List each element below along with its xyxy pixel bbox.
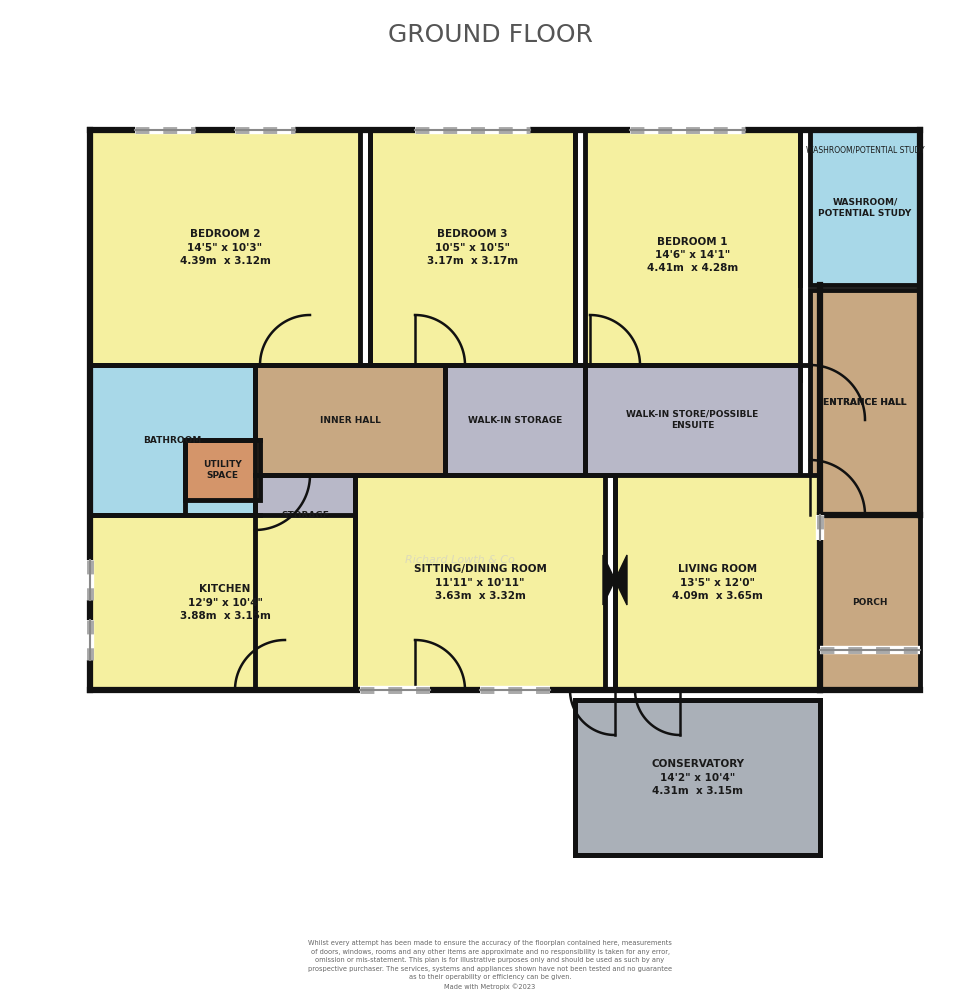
- Text: GROUND FLOOR: GROUND FLOOR: [387, 23, 593, 47]
- Bar: [255, 365, 445, 475]
- Text: BEDROOM 3
10'5" x 10'5"
3.17m  x 3.17m: BEDROOM 3 10'5" x 10'5" 3.17m x 3.17m: [427, 229, 518, 266]
- Text: WASHROOM/
POTENTIAL STUDY: WASHROOM/ POTENTIAL STUDY: [818, 197, 911, 217]
- Bar: [585, 365, 800, 475]
- Text: WALK-IN STORE/POSSIBLE
ENSUITE: WALK-IN STORE/POSSIBLE ENSUITE: [626, 410, 759, 430]
- Bar: [90, 365, 255, 515]
- Text: ENTRANCE HALL: ENTRANCE HALL: [823, 397, 906, 406]
- Text: Richard Lowth & Co: Richard Lowth & Co: [405, 555, 514, 565]
- Text: KITCHEN
12'9" x 10'4"
3.88m  x 3.15m: KITCHEN 12'9" x 10'4" 3.88m x 3.15m: [179, 585, 270, 621]
- Text: STORAGE: STORAGE: [281, 511, 329, 520]
- Bar: [90, 130, 360, 365]
- Text: CONSERVATORY
14'2" x 10'4"
4.31m  x 3.15m: CONSERVATORY 14'2" x 10'4" 4.31m x 3.15m: [651, 759, 744, 796]
- Text: ENTRANCE HALL: ENTRANCE HALL: [823, 398, 906, 407]
- Text: Whilst every attempt has been made to ensure the accuracy of the floorplan conta: Whilst every attempt has been made to en…: [308, 940, 672, 989]
- Polygon shape: [603, 555, 627, 605]
- Text: WALK-IN STORAGE: WALK-IN STORAGE: [467, 415, 563, 424]
- Bar: [370, 130, 575, 365]
- Bar: [185, 440, 260, 500]
- Text: SITTING/DINING ROOM
11'11" x 10'11"
3.63m  x 3.32m: SITTING/DINING ROOM 11'11" x 10'11" 3.63…: [414, 565, 547, 601]
- Text: BEDROOM 1
14'6" x 14'1"
4.41m  x 4.28m: BEDROOM 1 14'6" x 14'1" 4.41m x 4.28m: [647, 237, 738, 273]
- Text: INNER HALL: INNER HALL: [319, 415, 380, 424]
- Text: BATHROOM: BATHROOM: [143, 435, 202, 444]
- Bar: [255, 475, 355, 555]
- Bar: [820, 515, 920, 690]
- Bar: [445, 365, 585, 475]
- Bar: [585, 130, 800, 380]
- Bar: [615, 475, 820, 690]
- Text: UTILITY
SPACE: UTILITY SPACE: [203, 460, 242, 480]
- Text: LIVING ROOM
13'5" x 12'0"
4.09m  x 3.65m: LIVING ROOM 13'5" x 12'0" 4.09m x 3.65m: [672, 565, 763, 601]
- Bar: [355, 475, 605, 690]
- Bar: [810, 290, 920, 515]
- Bar: [810, 130, 920, 285]
- Bar: [90, 515, 360, 690]
- Bar: [575, 700, 820, 855]
- Text: BEDROOM 2
14'5" x 10'3"
4.39m  x 3.12m: BEDROOM 2 14'5" x 10'3" 4.39m x 3.12m: [179, 229, 270, 266]
- Text: WASHROOM/POTENTIAL STUDY: WASHROOM/POTENTIAL STUDY: [806, 145, 924, 154]
- Text: PORCH: PORCH: [853, 598, 888, 607]
